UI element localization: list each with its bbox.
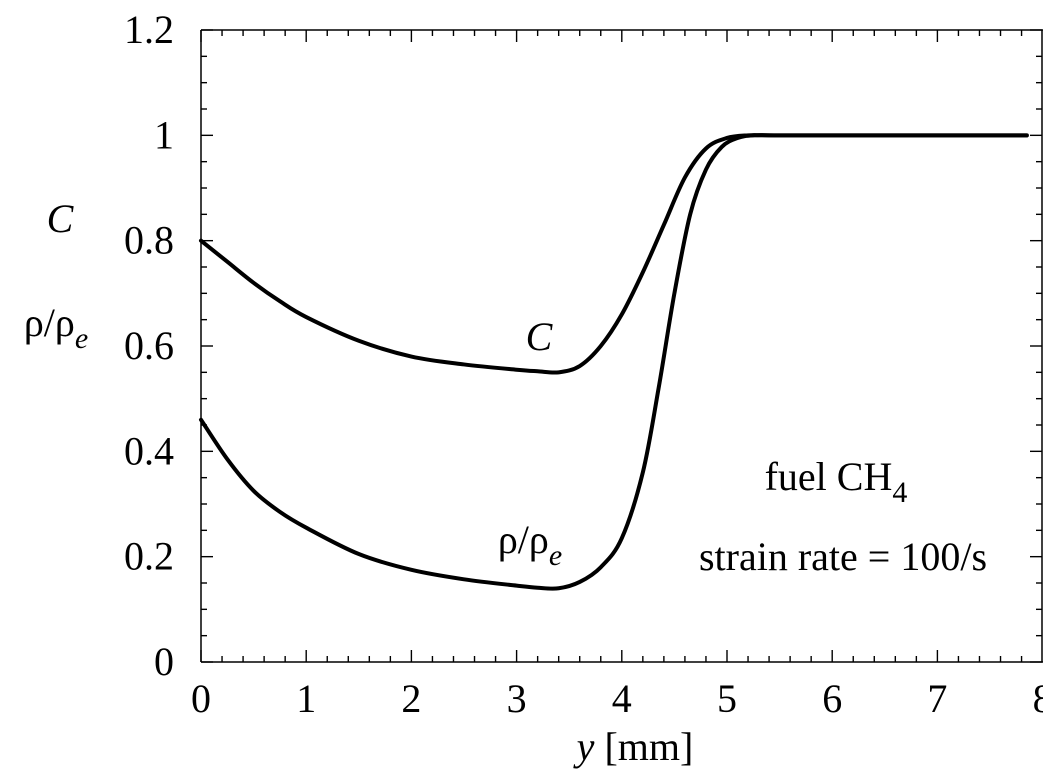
x-axis-label: y [mm] [573,724,694,769]
y-tick-label: 0 [154,639,174,684]
tick-labels: 0 1 2 3 4 5 6 7 8 0 0.2 0.4 0.6 0.8 1 1.2 [124,7,1043,721]
x-tick-label: 7 [927,676,947,721]
x-tick-label: 8 [1033,676,1043,721]
x-tick-label: 3 [507,676,527,721]
curve-label-rho: ρ/ρe [498,517,562,572]
fuel-annotation-text: fuel CH [765,454,893,499]
series-line-c [199,133,1029,375]
x-tick-label: 0 [191,676,211,721]
y-tick-label: 0.2 [124,534,174,579]
x-axis-label-symbol: y [573,724,595,769]
series-line-rho [199,133,1029,591]
fuel-annotation: fuel CH4 [765,454,908,509]
x-tick-label: 6 [822,676,842,721]
x-tick-label: 2 [401,676,421,721]
y-tick-label: 1 [154,112,174,157]
y-tick-label: 0.8 [124,218,174,263]
y-axis-label-rho: ρ/ρe [24,300,88,355]
y-tick-label: 0.4 [124,428,174,473]
x-tick-label: 5 [717,676,737,721]
data-curves [199,133,1029,591]
x-tick-label: 1 [296,676,316,721]
x-axis-label-unit: [mm] [604,724,693,769]
y-tick-label: 0.6 [124,323,174,368]
tick-marks [200,29,1042,663]
strain-rate-annotation: strain rate = 100/s [699,534,987,579]
x-tick-label: 4 [612,676,632,721]
curve-label-rho-sub: e [549,539,562,572]
y-axis-label-rho-sub: e [75,322,88,355]
y-tick-label: 1.2 [124,7,174,52]
y-axis-label-c: C [47,196,75,241]
y-axis-label-rho-main: ρ/ρ [24,300,75,345]
fuel-annotation-sub: 4 [892,476,907,509]
curve-label-c: C [526,314,554,359]
curve-label-rho-main: ρ/ρ [498,517,549,562]
